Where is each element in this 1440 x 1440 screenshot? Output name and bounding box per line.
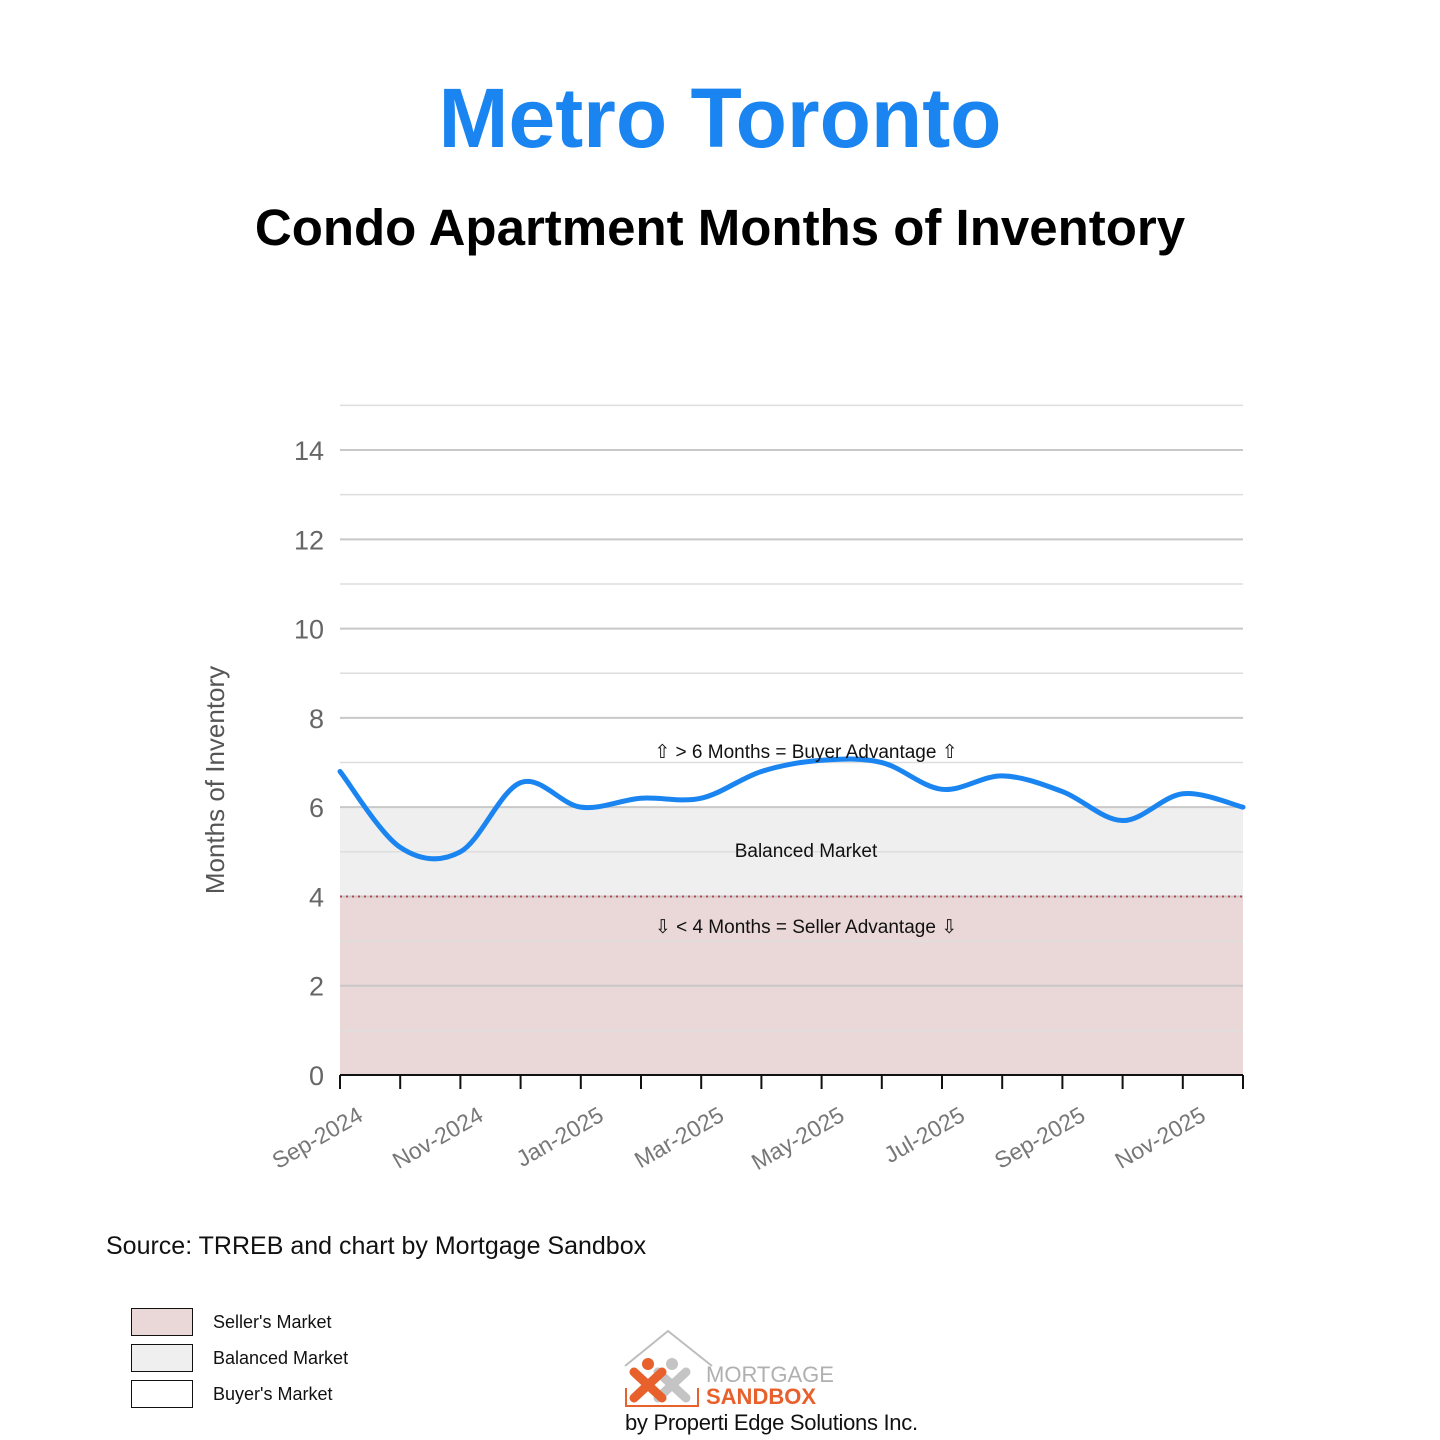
y-tick-label: 4 [309,882,324,912]
x-tick-label: Jan-2025 [512,1101,608,1171]
sandbox-bracket-icon [625,1388,699,1407]
gridlines [340,404,1243,1032]
house-roof-icon [624,1329,713,1367]
inventory-line [337,756,1246,862]
y-tick-label: 8 [309,704,324,734]
x-tick-label: Jul-2025 [879,1101,968,1168]
logo-sandbox-text: SANDBOX [706,1384,816,1409]
legend-item-buyer: Buyer's Market [131,1376,348,1412]
seller-advantage-label: ⇩ < 4 Months = Seller Advantage ⇩ [655,917,957,938]
balanced-market-label: Balanced Market [735,841,878,862]
y-axis-label: Months of Inventory [200,666,230,894]
y-tick-label: 2 [309,972,324,1002]
x-tick-label: Sep-2024 [268,1101,368,1173]
legend-label: Seller's Market [213,1311,332,1332]
page-title: Metro Toronto [438,71,1002,165]
y-tick-label: 6 [309,793,324,823]
x-tick-label: Nov-2024 [388,1101,488,1173]
buyer-advantage-label: ⇧ > 6 Months = Buyer Advantage ⇧ [654,742,957,763]
logo-byline: by Properti Edge Solutions Inc. [625,1410,918,1435]
logo-mortgage-text: MORTGAGE [706,1362,834,1387]
band-2 [340,405,1243,808]
legend-label: Balanced Market [213,1347,349,1368]
y-tick-label: 12 [294,525,324,555]
market-bands [340,405,1243,1075]
y-tick-label: 10 [294,615,324,645]
months-of-inventory-chart: 0 2 4 6 8 10 12 14 Sep-2024 Nov-2024 Jan-2025 Mar-… [200,404,1246,1175]
legend-swatch-balanced [131,1344,193,1372]
legend-item-balanced: Balanced Market [131,1340,348,1376]
x-tick-label: Nov-2025 [1110,1101,1209,1173]
x-tick-label: May-2025 [747,1101,849,1175]
legend-swatch-seller [131,1308,193,1336]
legend-item-seller: Seller's Market [131,1304,348,1340]
legend-label: Buyer's Market [213,1383,333,1404]
source-note: Source: TRREB and chart by Mortgage Sand… [106,1232,647,1260]
people-icon [629,1358,691,1403]
x-axis: Sep-2024 Nov-2024 Jan-2025 Mar-2025 May-2025… [268,1074,1244,1175]
mortgage-sandbox-logo: MORTGAGE SANDBOX [624,1329,834,1409]
legend-swatch-buyer [131,1380,193,1408]
chart-subtitle: Condo Apartment Months of Inventory [254,199,1186,256]
y-tick-label: 14 [294,436,324,466]
legend: Seller's Market Balanced Market Buyer's … [131,1304,348,1412]
x-tick-label: Sep-2025 [990,1101,1089,1173]
x-tick-label: Mar-2025 [630,1101,728,1173]
y-tick-label: 0 [309,1061,324,1091]
y-axis-ticks: 0 2 4 6 8 10 12 14 [294,436,324,1091]
